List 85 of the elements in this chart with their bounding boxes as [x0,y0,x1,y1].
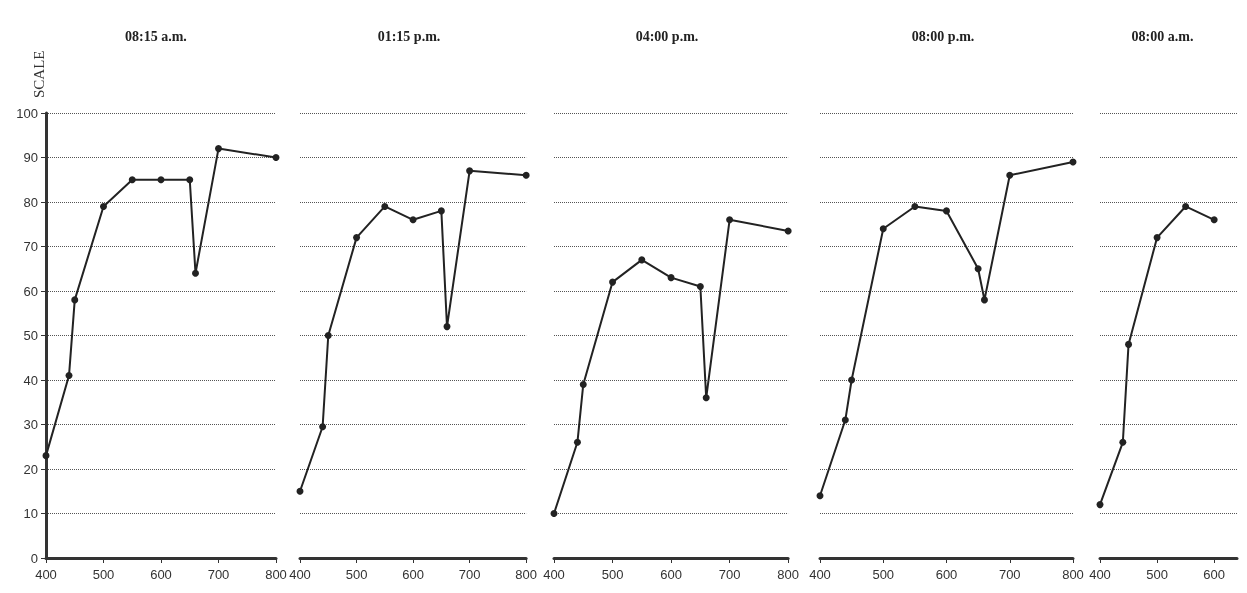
x-tick-label: 700 [718,567,741,582]
point [186,176,194,184]
x-tick-label: 600 [402,567,424,582]
x-tick-label: 800 [265,567,287,582]
point [609,278,617,286]
chart-title: 08:15 a.m. [125,28,187,44]
point [443,323,451,331]
point [579,380,587,388]
chart-title: 04:00 p.m. [635,28,699,44]
point [573,438,581,446]
x-tick-label: 500 [872,567,895,582]
point [1125,340,1133,348]
point [974,265,982,273]
point [784,227,792,235]
x-tick-label: 400 [809,567,831,582]
point [42,452,50,460]
y-axis-title: SCALE [30,50,47,98]
point [522,171,530,179]
y-tick-label: 50 [23,328,38,343]
point [71,296,79,304]
x-tick-label: 800 [1062,567,1084,582]
x-tick-label: 600 [660,567,682,582]
y-tick-label: 40 [23,372,38,388]
y-tick-label: 10 [23,506,38,521]
x-tick-label: 400 [1089,567,1111,582]
x-tick-label: 400 [543,567,565,582]
point [65,372,73,380]
x-tick-label: 700 [458,567,481,582]
point [841,416,849,424]
point [128,176,136,184]
y-tick-label: 30 [23,417,38,432]
point [879,225,887,233]
point [911,202,919,210]
y-tick-label: 80 [23,194,38,210]
x-tick-label: 600 [1203,567,1226,582]
point [550,510,558,517]
x-tick-label: 600 [935,567,958,582]
point [726,216,734,224]
x-tick-label: 800 [515,567,538,582]
point [980,296,988,304]
point [157,176,165,184]
y-tick-label: 60 [23,283,38,299]
y-tick-label: 90 [23,150,38,165]
chart-title: 08:00 p.m. [911,28,975,44]
point [466,167,474,175]
point [1006,171,1014,179]
x-tick-label: 800 [777,567,800,582]
point [324,332,332,339]
point [192,269,199,277]
point [1153,234,1161,242]
point [1210,216,1218,224]
point [272,154,280,161]
point [848,376,856,384]
point [409,216,417,224]
point [696,283,704,291]
point [702,394,710,402]
x-tick-label: 500 [92,567,115,582]
point [319,423,327,431]
x-tick-label: 400 [35,567,57,582]
point [1182,202,1190,210]
x-tick-label: 700 [207,567,230,582]
x-tick-label: 600 [150,567,172,582]
point [437,207,445,215]
x-tick-label: 500 [601,567,624,582]
point [638,256,646,264]
point [353,234,361,242]
point [100,202,107,210]
x-tick-label: 500 [345,567,368,582]
point [215,145,222,153]
y-tick-label: 100 [16,105,38,121]
x-tick-label: 700 [998,567,1021,582]
chart-title: 01:15 p.m. [377,28,441,44]
y-tick-label: 0 [30,550,38,566]
point [381,202,389,210]
point [1096,501,1104,509]
point [1119,438,1127,446]
y-tick-label: 20 [23,461,38,477]
y-tick-label: 70 [23,239,38,254]
x-tick-label: 500 [1146,567,1168,582]
x-tick-label: 400 [289,567,311,582]
point [667,274,675,282]
point [943,207,950,215]
point [296,487,304,495]
point [816,492,824,500]
chart-title: 08:00 a.m. [1131,28,1194,44]
